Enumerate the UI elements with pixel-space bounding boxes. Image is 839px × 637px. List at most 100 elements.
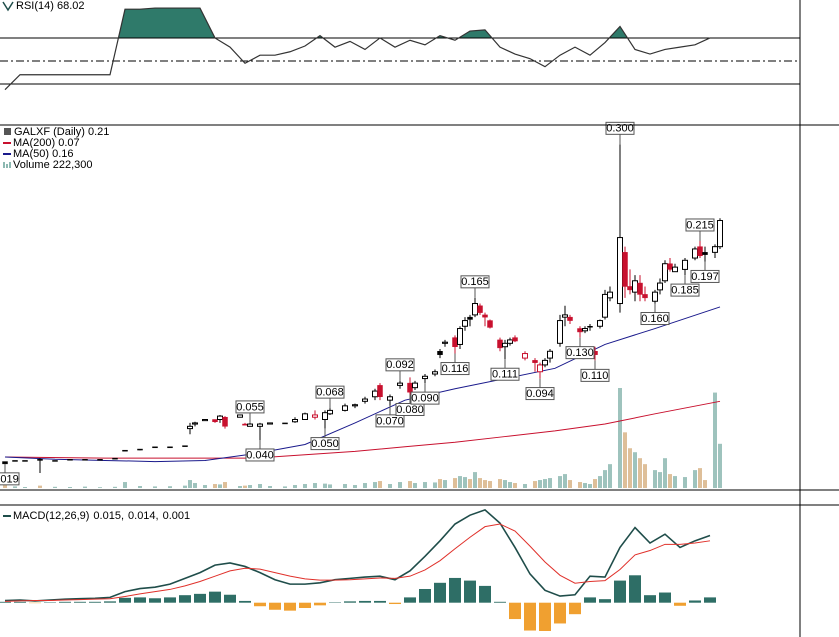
annotation-label: 0.050 (311, 438, 339, 450)
volume-bar (713, 392, 717, 488)
volume-bar (408, 481, 412, 488)
candle-body (312, 414, 318, 418)
histogram-bar (374, 600, 386, 603)
candle-body (602, 293, 608, 318)
candle-body (477, 305, 483, 313)
candle-body (487, 320, 493, 328)
volume-bar (543, 479, 547, 488)
annotation-label: 0.197 (691, 271, 719, 283)
volume-bar (478, 478, 482, 488)
candle-body (202, 419, 208, 422)
candle-body (122, 449, 128, 452)
candle-body (302, 413, 308, 421)
histogram-bar (134, 597, 146, 603)
annotation-label: 0.094 (526, 388, 554, 400)
candle-body (67, 459, 73, 461)
volume-bar (498, 479, 502, 488)
candle-body (372, 390, 378, 398)
volume-bar (238, 486, 242, 488)
volume-bar (458, 476, 462, 488)
candle-body (522, 353, 528, 359)
volume-bar (568, 480, 572, 488)
histogram-bar (674, 602, 686, 606)
annotation-label: 0.040 (246, 449, 274, 461)
volume-bar (453, 478, 457, 488)
candle-body (467, 316, 473, 320)
candle-body (692, 248, 698, 259)
volume-bar (513, 483, 517, 488)
histogram-bar (704, 597, 716, 603)
marks (0, 7, 800, 631)
legend-icon (2, 1, 14, 12)
candle-body (542, 359, 548, 366)
volume-bar (668, 474, 672, 488)
candle-body (682, 259, 688, 270)
annotation-label: 0.080 (396, 404, 424, 416)
volume-bar (293, 485, 297, 488)
candle-body (217, 415, 223, 421)
candle-body (112, 457, 118, 460)
labels: RSI(14) 68.02 0.019 0.055 0.040 0.068 0.050 0.… (0, 0, 719, 522)
volume-bar (718, 443, 722, 488)
histogram-bar (449, 577, 461, 603)
annotation-box (235, 400, 265, 414)
histogram-bar (0, 601, 11, 603)
candle-body (412, 382, 418, 389)
annotation-box (460, 275, 490, 289)
annotation-label: 0.070 (376, 415, 404, 427)
volume-bar (608, 464, 612, 488)
volume-bar (138, 486, 142, 488)
rsi-overbought-fill (5, 8, 710, 38)
macd-line (4, 523, 711, 602)
histogram-bar (464, 580, 476, 603)
volume-bar (658, 472, 662, 488)
volume-bar (603, 470, 607, 488)
panel-title: MACD(12,26,9) (13, 510, 89, 522)
volume-bar (373, 482, 377, 488)
histogram-bar (254, 602, 266, 607)
legend-label: 0.001 (163, 510, 191, 522)
candle-body (2, 461, 8, 465)
histogram-bar (119, 597, 131, 603)
annotation-box (410, 391, 440, 405)
histogram-bar (224, 594, 236, 603)
volume-bar (523, 484, 527, 488)
candle-body (292, 419, 298, 423)
volume-bar (598, 476, 602, 488)
candle-body (432, 371, 438, 375)
histogram-bar (524, 602, 536, 631)
candle-body (352, 404, 358, 407)
candle-body (97, 459, 103, 461)
histogram-bar (59, 601, 71, 603)
candle-body (247, 423, 253, 427)
annotation-box (385, 358, 415, 372)
candle-body (497, 339, 503, 349)
histogram-bar (569, 602, 581, 615)
histogram-bar (314, 602, 326, 606)
volume-bar (378, 481, 382, 488)
candle-body (512, 337, 518, 342)
volume-bar (488, 481, 492, 488)
candle-body (637, 282, 643, 295)
candle-body (192, 422, 198, 425)
candle-body (562, 314, 568, 318)
volume-bar (98, 487, 102, 488)
moving-average (4, 400, 721, 459)
volume-bar (68, 487, 72, 488)
rsi-line (4, 7, 711, 91)
candle-body (577, 328, 583, 333)
volume-bar (593, 479, 597, 488)
volume-bar (363, 483, 367, 488)
candle-body (532, 360, 538, 363)
candle-body (582, 328, 588, 332)
histogram-bar (554, 602, 566, 624)
histogram-bar (194, 593, 206, 603)
candle-body (407, 382, 413, 393)
candle-body (607, 291, 613, 299)
legend-label: MA(50) 0.16 (13, 148, 74, 160)
candle-body (12, 460, 18, 462)
volume-bar (473, 472, 477, 488)
volume-bar (673, 476, 677, 488)
